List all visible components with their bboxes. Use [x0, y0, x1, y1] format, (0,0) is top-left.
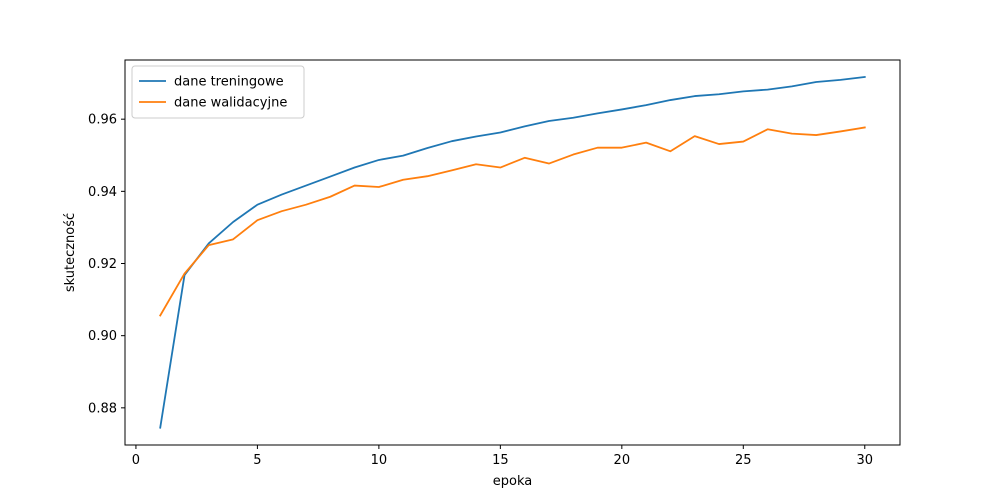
x-tick-label: 10	[371, 453, 388, 468]
y-axis: 0.88 0.90 0.92 0.94 0.96	[88, 113, 125, 416]
plot-area-frame	[124, 59, 901, 446]
legend-label: dane treningowe	[174, 75, 284, 90]
x-axis-label: epoka	[493, 474, 532, 489]
series-layer	[158, 75, 866, 429]
legend-label: dane walidacyjne	[174, 96, 287, 111]
y-tick-label: 0.90	[88, 329, 117, 344]
y-tick-label: 0.96	[88, 113, 117, 128]
y-tick-label: 0.94	[88, 185, 117, 200]
x-tick-label: 30	[856, 453, 873, 468]
legend: dane treningowe dane walidacyjne	[131, 65, 305, 119]
x-tick-label: 20	[614, 453, 631, 468]
x-axis: 0 5 10 15 20 25 30	[132, 445, 873, 468]
y-tick-label: 0.88	[88, 401, 117, 416]
x-tick-label: 0	[132, 453, 140, 468]
y-tick-label: 0.92	[88, 257, 117, 272]
x-tick-label: 25	[735, 453, 752, 468]
x-tick-label: 5	[253, 453, 261, 468]
legend-box	[131, 65, 305, 119]
series-line-2	[158, 126, 866, 317]
x-tick-label: 15	[492, 453, 509, 468]
series-line-1	[159, 75, 866, 429]
y-axis-label: skuteczność	[63, 213, 78, 292]
